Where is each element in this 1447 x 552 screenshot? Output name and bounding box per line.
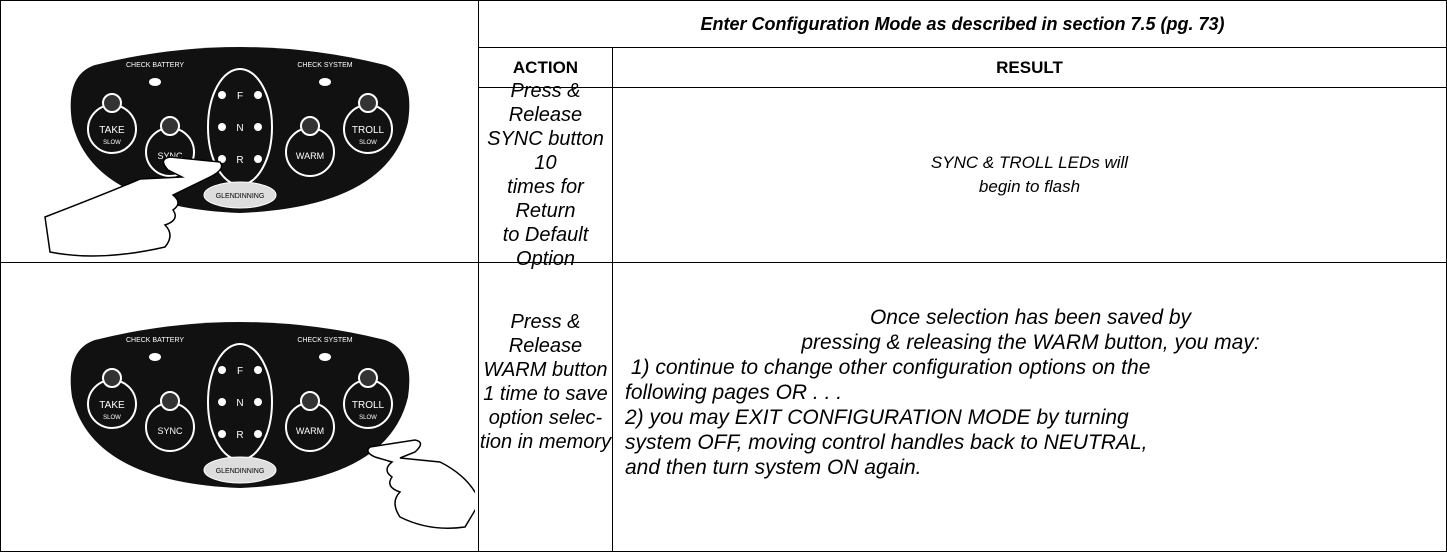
column-label: ACTION: [512, 57, 579, 77]
result-line: and then turn system ON again.: [625, 455, 922, 479]
panel-label: SLOW: [103, 140, 121, 146]
panel-label: F: [236, 366, 242, 377]
led: [253, 398, 262, 406]
panel-illustration: CHECK BATTERY CHECK SYSTEM TAKE SLOW SYNC WAR…: [43, 46, 409, 257]
led: [217, 366, 226, 374]
result-line: system OFF, moving control handles back …: [625, 430, 1148, 454]
panel-label: F: [236, 91, 242, 102]
panel-label: SYNC: [157, 151, 183, 161]
control-panel: CHECK BATTERY CHECK SYSTEM TAKE SLOW SYNC WAR…: [70, 322, 475, 529]
panel-label: WARM: [295, 151, 323, 161]
result-line: Once selection has been saved by: [869, 305, 1192, 329]
led: [217, 154, 226, 163]
panel-label: R: [236, 430, 243, 441]
panel-label: CHECK BATTERY: [125, 62, 183, 69]
button-led: [299, 391, 320, 411]
result-line: 1) continue to change other configuratio…: [625, 355, 1151, 379]
button-led: [357, 92, 378, 113]
button-led: [159, 391, 180, 411]
brand-badge: [203, 181, 276, 208]
panel-label: GLENDINNING: [215, 193, 264, 200]
panel-label: N: [236, 398, 243, 409]
result-line: 2) you may EXIT CONFIGURATION MODE by tu…: [625, 405, 1129, 429]
result-line: following pages OR . . .: [625, 380, 843, 404]
panel-label: WARM: [295, 426, 323, 436]
result-line: begin to flash: [978, 177, 1081, 196]
result-cell: Once selection has been saved by pressing…: [612, 262, 1447, 552]
action-line: to Default Option: [502, 224, 589, 270]
action-line: tion in memory: [479, 431, 612, 453]
column-header: RESULT: [612, 47, 1447, 88]
action-line: option selec-: [488, 407, 603, 429]
panel-label: N: [236, 123, 243, 134]
brand-badge: [203, 456, 276, 484]
led: [318, 77, 331, 86]
panel-label: SLOW: [359, 415, 377, 421]
result-line: pressing & releasing the WARM button, yo…: [801, 330, 1260, 354]
led: [148, 353, 161, 361]
action-line: 1 time to save: [483, 383, 608, 405]
panel-label: SYNC: [157, 426, 183, 436]
action-line: SYNC button 10: [487, 128, 604, 174]
led: [148, 77, 161, 86]
panel-label: SLOW: [103, 415, 121, 421]
led: [253, 154, 262, 163]
panel-cell: CHECK BATTERY CHECK SYSTEM TAKE SLOW SYNC WAR…: [0, 0, 479, 263]
led: [217, 430, 226, 438]
panel-label: GLENDINNING: [215, 468, 264, 475]
column-label: RESULT: [996, 57, 1063, 77]
led: [217, 122, 226, 131]
panel-label: TAKE: [99, 125, 125, 136]
button-led: [101, 92, 122, 113]
led: [217, 398, 226, 406]
control-panel: CHECK BATTERY CHECK SYSTEM TAKE SLOW SYNC WAR…: [43, 46, 409, 257]
result-line: SYNC & TROLL LEDs will: [930, 153, 1129, 172]
action-cell: Press & Release WARM button 1 time to save o…: [478, 262, 613, 552]
panel-label: TAKE: [99, 400, 125, 411]
action-line: Press &: [510, 311, 581, 333]
panel-label: R: [236, 155, 243, 166]
panel-label: CHECK BATTERY: [125, 337, 183, 344]
led: [217, 90, 226, 99]
led: [253, 366, 262, 374]
panel-label: CHECK SYSTEM: [297, 337, 352, 344]
led: [253, 430, 262, 438]
button-led: [101, 368, 122, 388]
panel-cell: CHECK BATTERY CHECK SYSTEM TAKE SLOW SYNC WAR…: [0, 262, 479, 552]
led: [318, 353, 331, 361]
panel-label: SLOW: [359, 140, 377, 146]
led: [253, 122, 262, 131]
header-title: Enter Configuration Mode as described in…: [700, 13, 1225, 34]
panel-label: TROLL: [351, 125, 384, 136]
action-line: times for Return: [507, 176, 584, 222]
hand: [43, 155, 222, 257]
action-cell: Press & Release SYNC button 10 times for R…: [478, 80, 613, 270]
panel-label: CHECK SYSTEM: [297, 62, 352, 69]
panel-label: TROLL: [351, 400, 384, 411]
action-line: WARM button: [483, 359, 608, 381]
led: [253, 90, 262, 99]
hand: [366, 439, 475, 529]
button-led: [299, 115, 320, 136]
panel-illustration: CHECK BATTERY CHECK SYSTEM TAKE SLOW SYNC WAR…: [70, 322, 475, 529]
result-cell: SYNC & TROLL LEDs will begin to flash: [612, 87, 1447, 263]
button-led: [159, 115, 180, 136]
header: Enter Configuration Mode as described in…: [478, 0, 1447, 48]
action-line: Release: [508, 335, 583, 357]
action-line: Press & Release: [508, 80, 583, 126]
button-led: [357, 368, 378, 388]
